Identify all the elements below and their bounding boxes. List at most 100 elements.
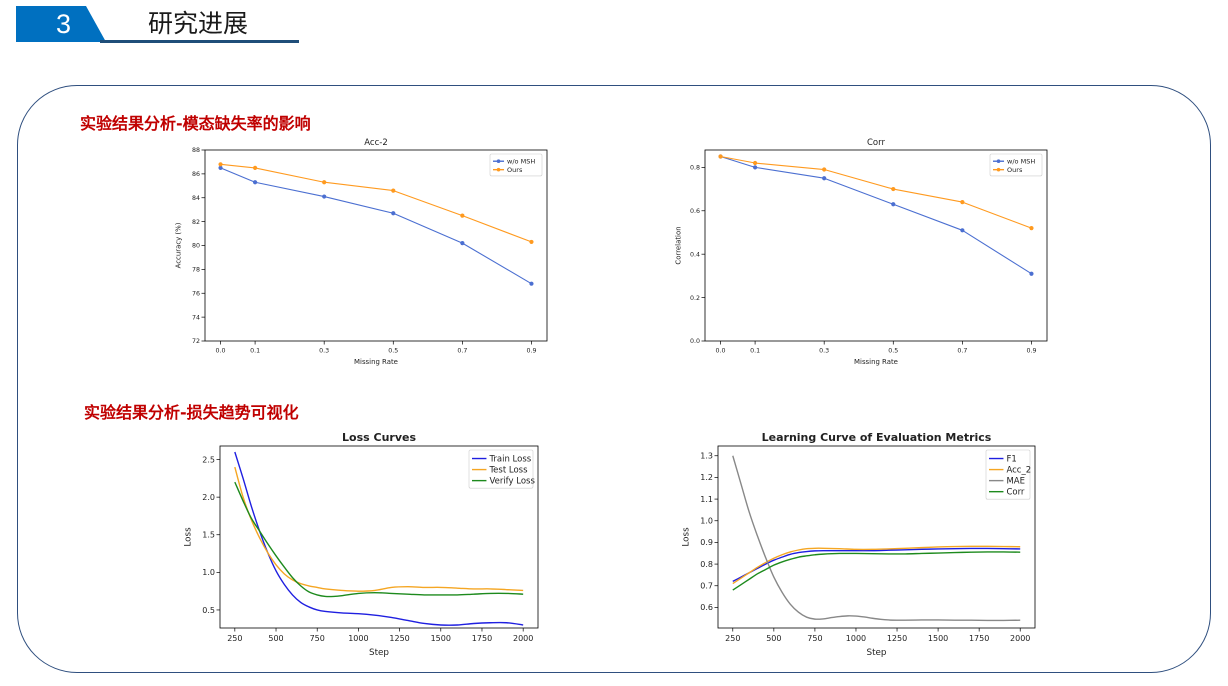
y-tick-label: 0.6 <box>700 603 713 612</box>
chart-title: Loss Curves <box>342 431 416 444</box>
legend-box <box>489 153 543 177</box>
y-tick-label: 0.4 <box>690 251 700 258</box>
y-tick-label: 1.0 <box>700 517 713 526</box>
data-point-ours <box>322 180 327 185</box>
data-point-ours <box>891 186 896 192</box>
x-tick-label: 1500 <box>431 634 451 643</box>
x-tick-label: 500 <box>766 634 781 643</box>
x-tick-label: 2000 <box>513 634 533 643</box>
legend-box <box>468 449 534 489</box>
data-point-ours <box>391 188 396 193</box>
x-tick-label: 0.3 <box>819 347 829 354</box>
plot-frame <box>219 445 539 629</box>
acc2-chart: Acc-2 0.0 0.1 0.3 0.5 0.7 0.9 72 74 76 78 80 82 84 86 8… <box>174 138 548 366</box>
chart-title: Corr <box>867 138 885 148</box>
y-tick-label: 72 <box>192 338 200 345</box>
legend-label-mae: MAE <box>1006 477 1025 487</box>
x-axis-label: Step <box>866 648 886 658</box>
y-axis-label: Correlation <box>674 226 682 264</box>
chart-title: Learning Curve of Evaluation Metrics <box>762 431 992 444</box>
page-title: 研究进展 <box>148 9 249 38</box>
x-tick-label: 500 <box>268 634 283 643</box>
section-title-missing-rate: 实验结果分析-模态缺失率的影响 <box>80 114 311 133</box>
chart-title: Acc-2 <box>364 138 388 148</box>
y-tick-label: 0.8 <box>700 560 713 569</box>
x-tick-label: 750 <box>310 634 325 643</box>
y-tick-label: 2.5 <box>202 455 215 464</box>
x-tick-label: 0.1 <box>750 347 760 354</box>
data-point-ours <box>822 167 827 172</box>
data-point-ours <box>718 154 723 159</box>
x-tick-label: 0.0 <box>716 347 726 354</box>
data-point-ours <box>752 160 758 166</box>
y-tick-label: 0.7 <box>700 582 713 591</box>
legend-label-ours: Ours <box>507 166 523 174</box>
legend-marker-ours <box>996 167 1001 172</box>
data-point-ours <box>252 165 258 171</box>
legend-label-verify-loss: Verify Loss <box>489 477 535 487</box>
series-line-w-o-msh <box>220 167 532 285</box>
corr-chart: Corr 0.0 0.1 0.3 0.5 0.7 0.9 0.0 0.2 0.4 0.6 0.8 Mis… <box>674 138 1048 366</box>
plot-frame <box>717 445 1036 629</box>
section-title-loss-visualization: 实验结果分析-损失趋势可视化 <box>84 403 299 422</box>
x-tick-label: 250 <box>227 634 242 643</box>
legend-label-train-loss: Train Loss <box>488 455 531 465</box>
data-point-w-o-msh <box>391 211 396 216</box>
y-tick-label: 80 <box>192 243 200 250</box>
legend-marker-ours <box>496 167 501 172</box>
legend-label-acc-2: Acc_2 <box>1006 466 1031 476</box>
y-tick-label: 82 <box>192 219 200 226</box>
x-tick-label: 0.5 <box>888 347 898 354</box>
x-tick-label: 0.1 <box>250 347 260 354</box>
legend-marker-w-o-msh <box>496 159 501 164</box>
data-point-w-o-msh <box>460 241 465 246</box>
y-tick-label: 0.6 <box>690 208 700 215</box>
y-tick-label: 84 <box>192 195 200 202</box>
y-tick-label: 0.9 <box>700 538 713 547</box>
x-tick-label: 1750 <box>969 634 989 643</box>
y-tick-label: 1.1 <box>700 495 713 504</box>
y-tick-label: 1.3 <box>700 452 713 461</box>
series-line-acc-2 <box>732 545 1021 585</box>
y-tick-label: 76 <box>192 290 200 297</box>
x-tick-label: 1250 <box>389 634 409 643</box>
y-tick-label: 1.0 <box>202 568 215 577</box>
data-point-w-o-msh <box>891 202 896 207</box>
x-tick-label: 0.5 <box>388 347 398 354</box>
data-point-w-o-msh <box>252 180 258 185</box>
data-point-w-o-msh <box>322 194 327 199</box>
section-number: 3 <box>56 9 72 39</box>
plot-frame <box>704 149 1048 342</box>
y-tick-label: 88 <box>192 147 200 154</box>
legend-label-test-loss: Test Loss <box>488 466 528 476</box>
y-tick-label: 86 <box>192 171 200 178</box>
y-tick-label: 0.0 <box>690 338 700 345</box>
data-point-w-o-msh <box>822 176 827 181</box>
x-tick-label: 0.7 <box>457 347 467 354</box>
legend-label-f1: F1 <box>1006 455 1016 465</box>
series-line-corr <box>732 551 1021 591</box>
series-line-w-o-msh <box>720 155 1032 275</box>
series-line-ours <box>220 163 532 243</box>
x-tick-label: 0.3 <box>319 347 329 354</box>
y-tick-label: 78 <box>192 267 200 274</box>
data-point-w-o-msh <box>218 165 223 171</box>
y-axis-label: Loss <box>184 527 194 547</box>
data-point-w-o-msh <box>752 165 758 170</box>
series-line-test-loss <box>234 466 524 592</box>
loss-curves-chart: Loss Curves 250 500 750 1000 1250 1500 1750 2000… <box>184 431 539 658</box>
content-panel <box>17 85 1211 673</box>
x-tick-label: 0.9 <box>1026 347 1036 354</box>
x-tick-label: 1500 <box>928 634 948 643</box>
y-axis-label: Loss <box>682 527 692 547</box>
y-tick-label: 2.0 <box>202 493 215 502</box>
x-tick-label: 750 <box>807 634 822 643</box>
series-line-verify-loss <box>234 481 524 598</box>
x-tick-label: 1250 <box>887 634 907 643</box>
data-point-ours <box>1029 226 1034 231</box>
x-tick-label: 1000 <box>846 634 866 643</box>
legend-label-corr: Corr <box>1006 488 1024 498</box>
y-tick-label: 0.8 <box>690 165 700 172</box>
legend-box <box>989 153 1043 177</box>
evaluation-metrics-chart: Learning Curve of Evaluation Metrics 250 5… <box>682 431 1036 658</box>
